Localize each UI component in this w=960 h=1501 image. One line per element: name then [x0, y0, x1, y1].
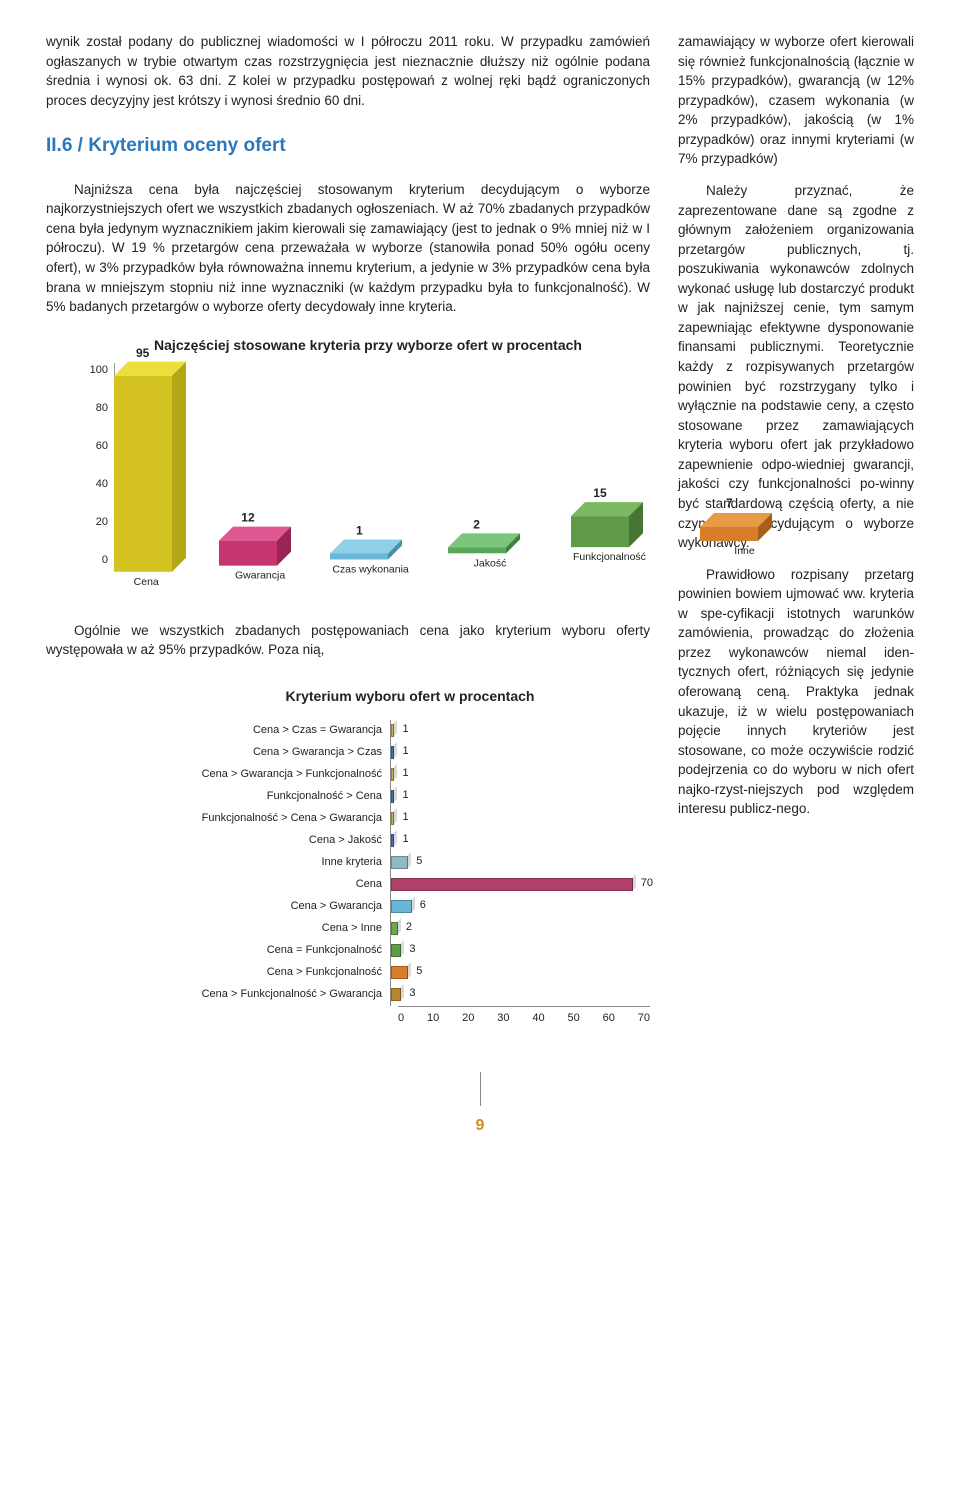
chart-2-bar: 1 — [390, 720, 650, 742]
page-divider — [480, 1072, 481, 1106]
chart-2-bar: 3 — [390, 984, 650, 1006]
section-heading: II.6 / Kryterium oceny ofert — [46, 132, 650, 160]
chart-2-bar: 1 — [390, 742, 650, 764]
chart-2-row: Cena > Gwarancja > Czas1 — [170, 742, 650, 764]
chart-2-xtick: 0 — [398, 1011, 404, 1027]
para: zamawiający w wyborze ofert kierowali si… — [678, 32, 914, 169]
chart-2-xtick: 60 — [603, 1011, 615, 1027]
left-column: wynik został podany do publicznej wiadom… — [46, 32, 650, 1058]
chart-2-row: Funkcjonalność > Cena > Gwarancja1 — [170, 808, 650, 830]
right-column: zamawiający w wyborze ofert kierowali si… — [678, 32, 914, 1058]
chart-2-bar: 1 — [390, 808, 650, 830]
chart-2-bar: 1 — [390, 786, 650, 808]
chart-1-ytick: 60 — [78, 439, 108, 455]
chart-2-xtick: 40 — [532, 1011, 544, 1027]
chart-1-bar: 7Inne — [700, 527, 758, 541]
chart-2-title: Kryterium wyboru ofert w procentach — [170, 686, 650, 706]
para: Najniższa cena była najczęściej stosowan… — [46, 180, 650, 317]
chart-2-row-label: Funkcjonalność > Cena > Gwarancja — [170, 811, 390, 827]
chart-2-row-label: Cena > Gwarancja — [170, 899, 390, 915]
chart-2-row-label: Cena > Czas = Gwarancja — [170, 723, 390, 739]
chart-2-row: Funkcjonalność > Cena1 — [170, 786, 650, 808]
chart-1-bar: 15Funkcjonalność — [571, 516, 629, 547]
chart-2-xtick: 70 — [638, 1011, 650, 1027]
chart-2-row-label: Cena > Inne — [170, 921, 390, 937]
chart-2-row-label: Cena > Jakość — [170, 833, 390, 849]
chart-1-ytick: 20 — [78, 515, 108, 531]
chart-2-row: Cena > Funkcjonalność5 — [170, 962, 650, 984]
chart-2-row: Cena > Czas = Gwarancja1 — [170, 720, 650, 742]
chart-2-row: Cena > Inne2 — [170, 918, 650, 940]
chart-2-bar: 5 — [390, 852, 650, 874]
chart-1-ytick: 40 — [78, 477, 108, 493]
para: Prawidłowo rozpisany przetarg powinien b… — [678, 565, 914, 819]
chart-2-row: Cena = Funkcjonalność3 — [170, 940, 650, 962]
chart-2-xtick: 30 — [497, 1011, 509, 1027]
chart-2-xtick: 10 — [427, 1011, 439, 1027]
chart-2-xtick: 50 — [568, 1011, 580, 1027]
chart-1-bar: 1Czas wykonania — [330, 554, 388, 560]
chart-2: Kryterium wyboru ofert w procentach Cena… — [170, 678, 650, 1058]
chart-2-row: Cena > Gwarancja > Funkcjonalność1 — [170, 764, 650, 786]
chart-1-ytick: 0 — [78, 553, 108, 569]
chart-1-ytick: 80 — [78, 401, 108, 417]
chart-2-row-label: Cena > Funkcjonalność — [170, 965, 390, 981]
chart-2-bar: 2 — [390, 918, 650, 940]
chart-1-bars: 95Cena 12Gwarancja 1Czas wykonania 2Jakość 1… — [114, 363, 668, 569]
chart-2-row-label: Inne kryteria — [170, 855, 390, 871]
chart-2-row: Inne kryteria5 — [170, 852, 650, 874]
chart-1-yaxis: 100 80 60 40 20 0 — [78, 363, 108, 569]
chart-1-bar: 95Cena — [114, 376, 172, 572]
page-number: 9 — [46, 1114, 914, 1137]
chart-2-row-label: Cena > Gwarancja > Czas — [170, 745, 390, 761]
chart-1-bar: 12Gwarancja — [219, 541, 277, 566]
chart-2-row: Cena > Funkcjonalność > Gwarancja3 — [170, 984, 650, 1006]
chart-2-row: Cena > Gwarancja6 — [170, 896, 650, 918]
chart-1-bar: 2Jakość — [448, 547, 506, 553]
chart-2-bar: 3 — [390, 940, 650, 962]
chart-2-xaxis: 0 10 20 30 40 50 60 70 — [398, 1006, 650, 1027]
chart-2-row-label: Cena — [170, 877, 390, 893]
chart-2-xtick: 20 — [462, 1011, 474, 1027]
chart-2-row: Cena > Jakość1 — [170, 830, 650, 852]
chart-2-row-label: Cena > Funkcjonalność > Gwarancja — [170, 987, 390, 1003]
chart-2-bar: 70 — [390, 874, 650, 896]
chart-2-row-label: Funkcjonalność > Cena — [170, 789, 390, 805]
chart-2-row-label: Cena > Gwarancja > Funkcjonalność — [170, 767, 390, 783]
chart-2-bar: 5 — [390, 962, 650, 984]
chart-1-ytick: 100 — [78, 363, 108, 379]
para: wynik został podany do publicznej wiadom… — [46, 32, 650, 110]
chart-2-bar: 6 — [390, 896, 650, 918]
chart-2-bar: 1 — [390, 830, 650, 852]
chart-1: Najczęściej stosowane kryteria przy wybo… — [58, 335, 678, 615]
chart-2-row-label: Cena = Funkcjonalność — [170, 943, 390, 959]
chart-2-row: Cena70 — [170, 874, 650, 896]
chart-2-bar: 1 — [390, 764, 650, 786]
